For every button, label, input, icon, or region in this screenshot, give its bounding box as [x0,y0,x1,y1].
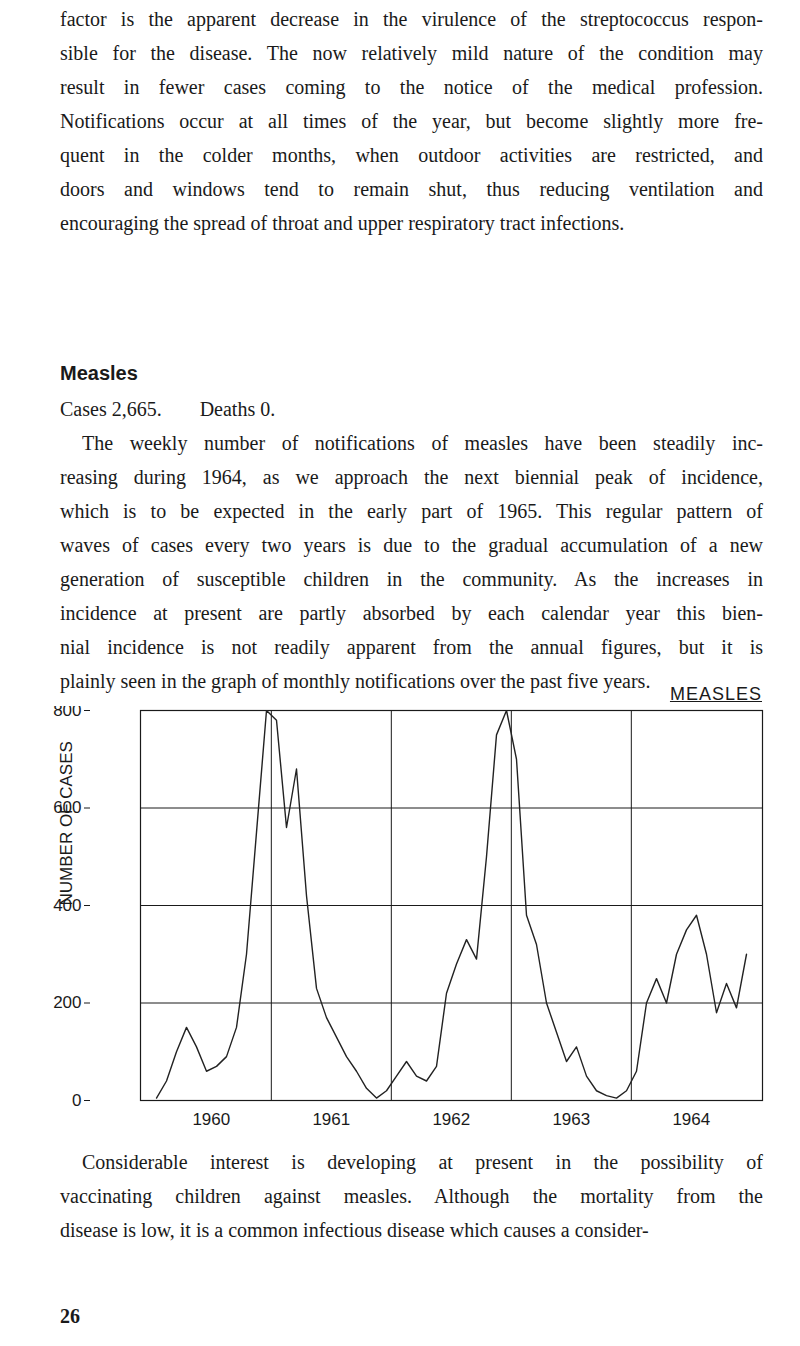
html-text:sible for the disease. The now: sible for the disease. The now relativel… [60,42,763,64]
html-text:factor is the apparent decreas: factor is the apparent decrease in the v… [60,8,763,30]
svg-text:200: 200 [53,993,81,1012]
svg-text:0: 0 [72,1091,81,1110]
html-text:nial incidence is not readily: nial incidence is not readily apparent f… [60,636,763,658]
html-text:incidence at present are partl: incidence at present are partly absorbed… [60,602,763,624]
svg-text:1963: 1963 [552,1110,590,1129]
html-text:Deaths 0.: Deaths 0. [199,398,276,420]
html-text:waves of cases every two years: waves of cases every two years is due to… [60,534,763,556]
svg-text:800: 800 [53,706,81,720]
html-text:Notifications occur at all tim: Notifications occur at all times of the … [60,110,763,132]
html-text:26: 26 [60,1305,80,1327]
html-text:vaccinating children against m: vaccinating children against measles. Al… [60,1185,763,1207]
html-text:Considerable interest is devel: Considerable interest is developing at p… [82,1151,763,1173]
svg-text:1961: 1961 [312,1110,350,1129]
svg-text:1960: 1960 [192,1110,230,1129]
html-text:doors and windows tend to rema: doors and windows tend to remain shut, t… [60,178,763,200]
html-text:result in fewer cases coming t: result in fewer cases coming to the noti… [60,76,763,98]
html-text:MEASLES: MEASLES [670,684,762,704]
html-text:The weekly number of notificat: The weekly number of notifications of me… [82,432,763,454]
html-text:encouraging the spread of thro: encouraging the spread of throat and upp… [60,212,625,234]
svg-text:1964: 1964 [672,1110,710,1129]
html-text:generation of susceptible chil: generation of susceptible children in th… [60,568,763,590]
html-text:Measles: Measles [60,362,138,384]
html-text:Cases 2,665.: Cases 2,665. [60,398,162,420]
html-text:plainly seen in the graph of m: plainly seen in the graph of monthly not… [60,670,651,692]
html-text:quent in the colder months, wh: quent in the colder months, when outdoor… [60,144,763,166]
html-text:reasing during 1964, as we app: reasing during 1964, as we approach the … [60,466,763,488]
svg-text:1962: 1962 [432,1110,470,1129]
svg-text:NUMBER OF CASES: NUMBER OF CASES [57,741,76,905]
html-text:disease is low, it is a common: disease is low, it is a common infectiou… [60,1219,649,1241]
html-text:which is to be expected in the: which is to be expected in the early par… [60,500,763,522]
